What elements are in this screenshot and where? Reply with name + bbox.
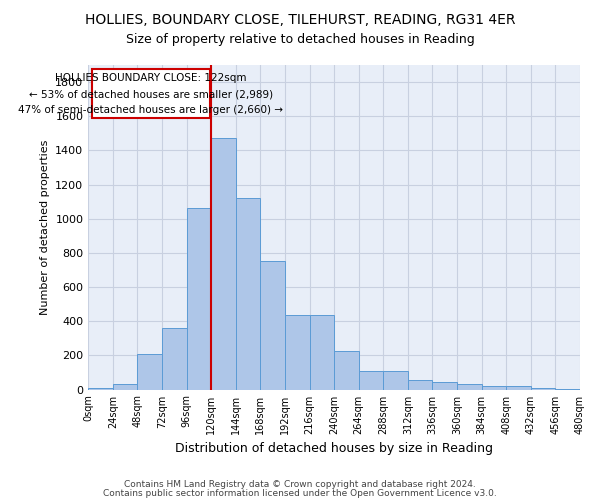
Bar — [310, 315, 334, 390]
Bar — [113, 384, 137, 390]
Bar — [260, 262, 285, 390]
X-axis label: Distribution of detached houses by size in Reading: Distribution of detached houses by size … — [175, 442, 493, 455]
Text: Size of property relative to detached houses in Reading: Size of property relative to detached ho… — [125, 32, 475, 46]
Bar — [137, 354, 162, 390]
Text: ← 53% of detached houses are smaller (2,989): ← 53% of detached houses are smaller (2,… — [29, 90, 273, 100]
Text: Contains public sector information licensed under the Open Government Licence v3: Contains public sector information licen… — [103, 488, 497, 498]
Bar — [285, 315, 310, 390]
Text: 47% of semi-detached houses are larger (2,660) →: 47% of semi-detached houses are larger (… — [19, 104, 283, 115]
Text: HOLLIES, BOUNDARY CLOSE, TILEHURST, READING, RG31 4ER: HOLLIES, BOUNDARY CLOSE, TILEHURST, READ… — [85, 12, 515, 26]
Bar — [433, 382, 457, 390]
Bar — [457, 384, 482, 390]
Bar — [482, 386, 506, 390]
Bar — [359, 371, 383, 390]
Bar — [187, 208, 211, 390]
Bar — [506, 386, 531, 390]
Y-axis label: Number of detached properties: Number of detached properties — [40, 140, 50, 315]
Bar — [236, 198, 260, 390]
Text: HOLLIES BOUNDARY CLOSE: 122sqm: HOLLIES BOUNDARY CLOSE: 122sqm — [55, 72, 247, 83]
Bar — [211, 138, 236, 390]
Bar — [334, 351, 359, 390]
Bar — [408, 380, 433, 390]
Bar — [531, 388, 556, 390]
Bar — [383, 371, 408, 390]
Bar — [162, 328, 187, 390]
FancyBboxPatch shape — [92, 70, 210, 118]
Bar — [556, 388, 580, 390]
Text: Contains HM Land Registry data © Crown copyright and database right 2024.: Contains HM Land Registry data © Crown c… — [124, 480, 476, 489]
Bar — [88, 388, 113, 390]
